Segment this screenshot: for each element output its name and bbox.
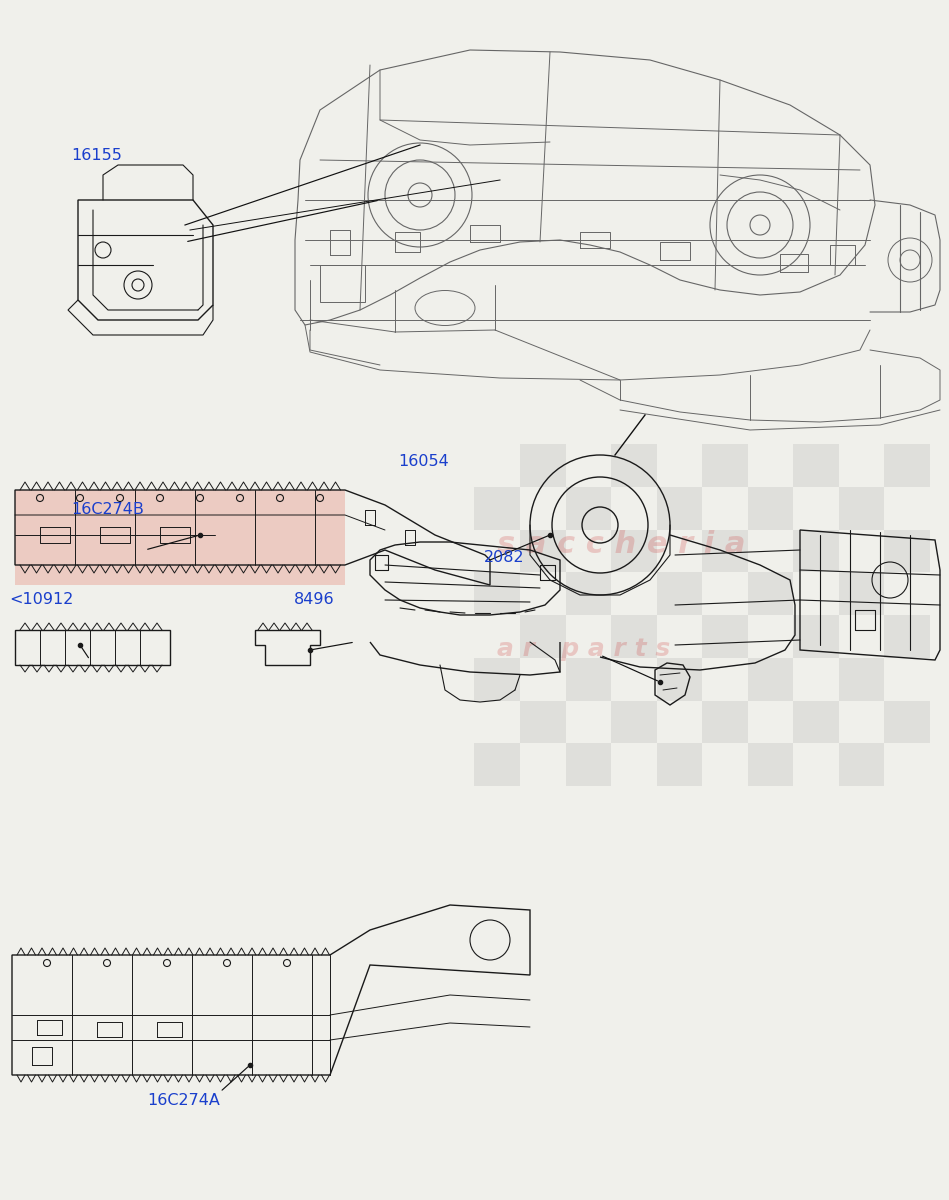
Text: 2082: 2082 <box>484 551 525 565</box>
Bar <box>748 487 793 529</box>
Text: s a c c h e r i a: s a c c h e r i a <box>497 530 746 559</box>
Text: 16054: 16054 <box>399 455 449 469</box>
Bar <box>839 572 884 616</box>
Text: 16C274B: 16C274B <box>71 503 144 517</box>
Bar <box>566 658 611 701</box>
Bar <box>566 572 611 616</box>
Bar <box>611 529 657 572</box>
Text: <10912: <10912 <box>9 593 74 607</box>
Bar <box>611 444 657 487</box>
Bar <box>657 658 702 701</box>
Bar <box>566 743 611 786</box>
Bar <box>884 701 930 743</box>
Bar <box>474 487 520 529</box>
Bar <box>566 487 611 529</box>
Text: 16155: 16155 <box>71 149 122 163</box>
Bar <box>520 701 566 743</box>
Bar <box>657 743 702 786</box>
Bar <box>748 743 793 786</box>
Bar <box>657 572 702 616</box>
Bar <box>839 487 884 529</box>
Text: a r   p a r t s: a r p a r t s <box>497 637 671 661</box>
Bar <box>520 529 566 572</box>
Bar <box>702 444 748 487</box>
Bar <box>474 572 520 616</box>
Bar <box>657 487 702 529</box>
Bar <box>520 616 566 658</box>
Bar <box>15 490 345 584</box>
Text: 8496: 8496 <box>294 593 335 607</box>
Bar <box>839 743 884 786</box>
Bar <box>839 658 884 701</box>
Bar <box>702 616 748 658</box>
Bar <box>884 444 930 487</box>
Bar <box>884 616 930 658</box>
Bar <box>748 572 793 616</box>
Bar <box>793 616 839 658</box>
Bar <box>474 743 520 786</box>
Bar <box>474 658 520 701</box>
Bar <box>793 701 839 743</box>
Bar <box>611 616 657 658</box>
Bar <box>611 701 657 743</box>
Bar <box>520 444 566 487</box>
Bar <box>748 658 793 701</box>
Text: 16C274A: 16C274A <box>147 1093 220 1108</box>
Bar <box>793 529 839 572</box>
Bar <box>884 529 930 572</box>
Bar <box>702 529 748 572</box>
Bar <box>702 701 748 743</box>
Bar <box>793 444 839 487</box>
